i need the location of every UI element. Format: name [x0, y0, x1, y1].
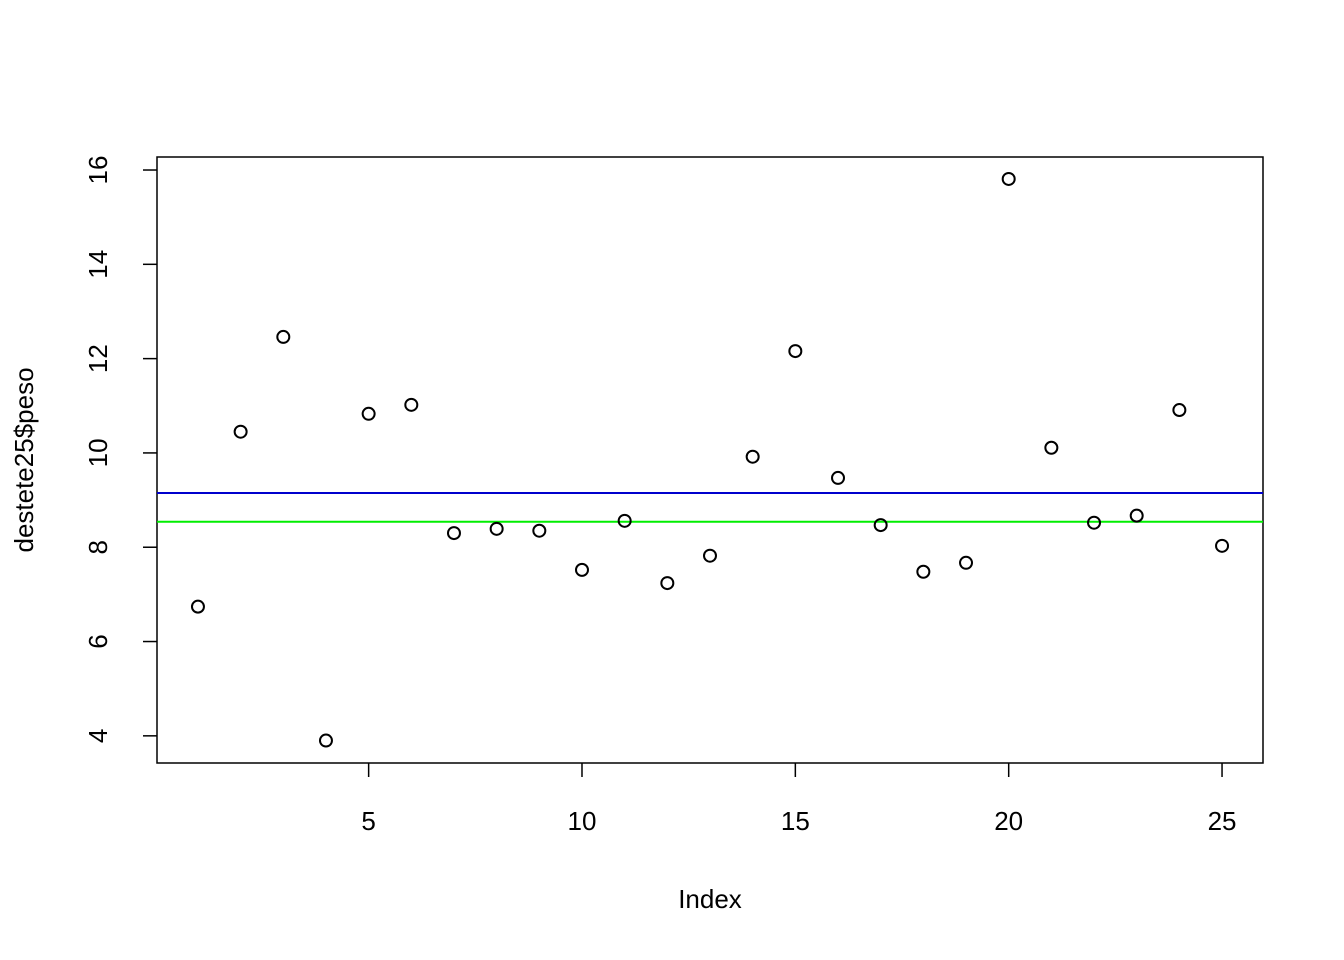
point [1001, 171, 1016, 186]
y-tick-label: 12 [83, 344, 113, 373]
point [617, 513, 632, 528]
point [233, 424, 248, 439]
point [959, 555, 974, 570]
point [1129, 508, 1144, 523]
point [788, 344, 803, 359]
point [745, 449, 760, 464]
point [1215, 538, 1230, 553]
y-tick-label: 14 [83, 250, 113, 279]
plot-frame [156, 156, 1264, 764]
point [574, 562, 589, 577]
y-tick-label: 10 [83, 438, 113, 467]
point [318, 733, 333, 748]
point [446, 526, 461, 541]
point [703, 548, 717, 563]
point [916, 564, 931, 579]
x-tick-label: 5 [361, 806, 375, 836]
y-axis-label: destete25$peso [9, 367, 39, 552]
x-tick-label: 10 [568, 806, 597, 836]
point [1172, 403, 1187, 418]
x-tick-label: 25 [1208, 806, 1237, 836]
point [1044, 440, 1059, 455]
point [489, 521, 504, 536]
point [1087, 515, 1102, 530]
point [532, 523, 547, 538]
point [404, 397, 419, 412]
y-tick-label: 16 [83, 156, 113, 185]
point [361, 406, 376, 421]
x-tick-label: 20 [994, 806, 1023, 836]
y-tick-label: 4 [83, 729, 113, 743]
y-tick-label: 6 [83, 634, 113, 648]
y-tick-label: 8 [83, 540, 113, 554]
point [831, 470, 846, 485]
x-tick-label: 15 [781, 806, 810, 836]
x-axis-label: Index [678, 884, 742, 914]
point [660, 576, 675, 591]
point [276, 329, 291, 344]
point [873, 518, 888, 533]
point [190, 599, 205, 614]
